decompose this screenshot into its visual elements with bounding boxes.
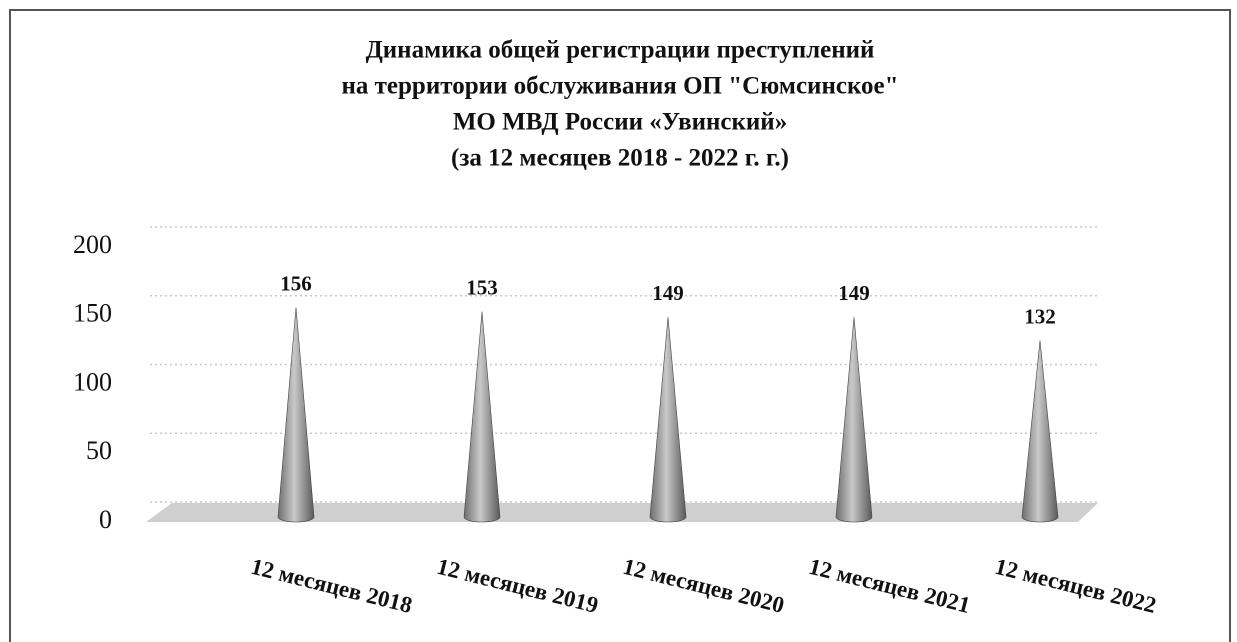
chart-title: (за 12 месяцев 2018 - 2022 г. г.) — [451, 145, 789, 172]
x-tick-label: 12 месяцев 2022 — [992, 554, 1158, 618]
value-label: 149 — [652, 281, 684, 305]
x-tick-label: 12 месяцев 2020 — [620, 554, 786, 618]
frame — [9, 9, 1231, 642]
y-tick-label: 150 — [73, 299, 112, 328]
cone — [1021, 340, 1059, 523]
value-label: 156 — [280, 271, 312, 295]
y-tick-label: 0 — [99, 505, 112, 534]
y-tick-label: 50 — [86, 436, 112, 465]
value-label: 153 — [466, 275, 498, 299]
cone — [463, 311, 501, 523]
y-tick-label: 100 — [73, 367, 112, 396]
chart-title: Динамика общей регистрации преступлений — [366, 37, 875, 64]
cone — [649, 317, 687, 523]
title-group: Динамика общей регистрации преступлений … — [342, 37, 899, 172]
x-tick-label: 12 месяцев 2021 — [806, 554, 972, 618]
x-tick-label: 12 месяцев 2018 — [248, 554, 414, 618]
value-label: 149 — [838, 281, 870, 305]
value-label: 132 — [1024, 304, 1056, 328]
cone — [835, 317, 873, 523]
chart-title: на территории обслуживания ОП "Сюмсинско… — [342, 73, 899, 100]
cone — [277, 307, 315, 523]
y-tick-label: 200 — [73, 230, 112, 259]
chart-title: МО МВД России «Увинский» — [453, 109, 787, 136]
x-tick-label: 12 месяцев 2019 — [434, 554, 600, 618]
